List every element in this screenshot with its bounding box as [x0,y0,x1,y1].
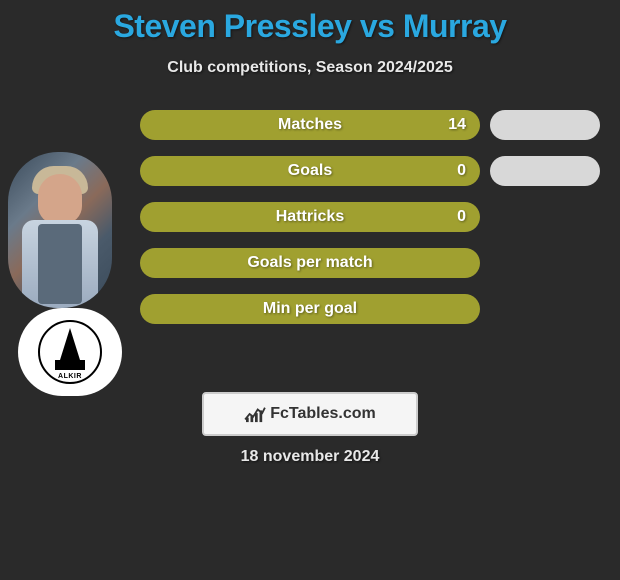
stat-pill-left: Goals 0 [140,156,480,186]
stats-container: Matches 14 Goals 0 Hattricks 0 Goals per… [0,110,620,340]
stat-row-matches: Matches 14 [0,110,620,140]
watermark-text: FcTables.com [270,405,376,423]
stat-pill-left: Goals per match [140,248,480,278]
stat-pill-left: Min per goal [140,294,480,324]
stat-value-left: 0 [457,162,466,180]
chart-icon [244,405,266,423]
stat-label: Matches [278,116,342,134]
stat-row-goals: Goals 0 [0,156,620,186]
stat-pill-left: Matches 14 [140,110,480,140]
stat-label: Goals per match [247,254,372,272]
stat-row-mpg: Min per goal [0,294,620,324]
stat-row-gpm: Goals per match [0,248,620,278]
watermark-badge: FcTables.com [202,392,418,436]
stat-pill-left: Hattricks 0 [140,202,480,232]
stat-label: Goals [288,162,332,180]
stat-pill-right [490,110,600,140]
date-line: 18 november 2024 [0,448,620,466]
club-badge-text: ALKIR [58,373,82,380]
stat-value-left: 0 [457,208,466,226]
page-title: Steven Pressley vs Murray [0,0,620,45]
page-subtitle: Club competitions, Season 2024/2025 [0,59,620,77]
stat-row-hattricks: Hattricks 0 [0,202,620,232]
stat-pill-right [490,156,600,186]
stat-label: Hattricks [276,208,344,226]
stat-value-left: 14 [448,116,466,134]
stat-label: Min per goal [263,300,357,318]
